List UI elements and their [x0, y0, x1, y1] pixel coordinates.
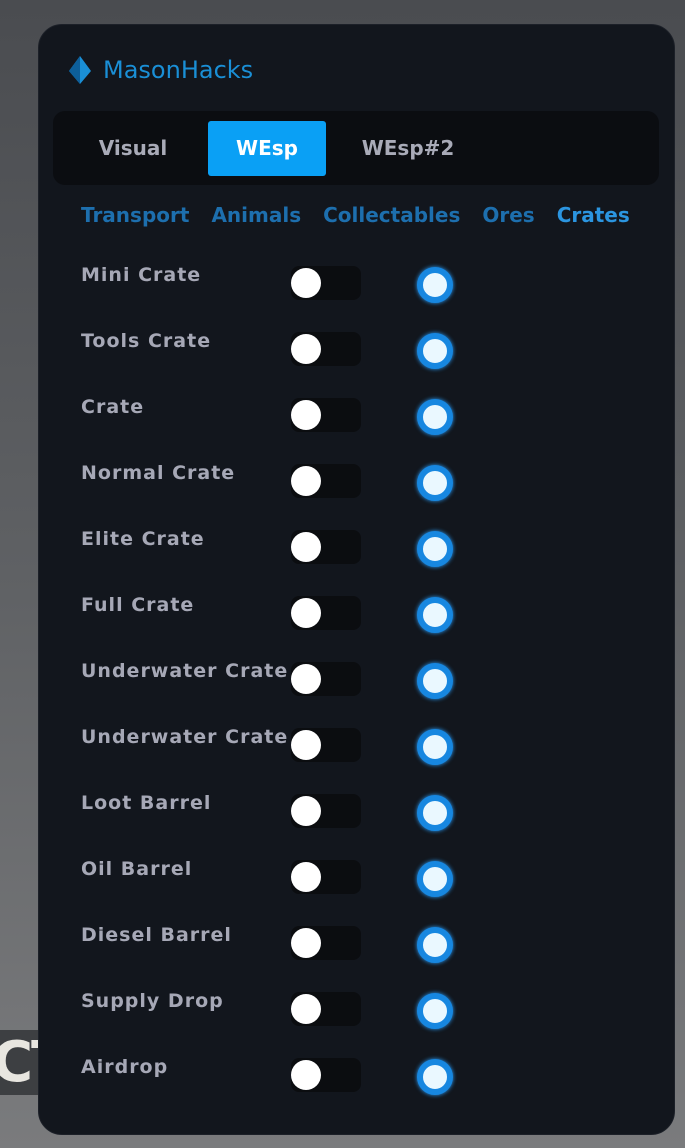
item-label: Airdrop — [81, 1056, 169, 1078]
list-item: Tools Crate — [81, 330, 501, 372]
color-radio[interactable] — [417, 1059, 453, 1095]
cheat-menu-panel: MasonHacks Visual WEsp WEsp#2 Transport … — [38, 24, 675, 1135]
list-item: Diesel Barrel — [81, 924, 501, 966]
tab-bar: Visual WEsp WEsp#2 — [53, 111, 659, 185]
color-radio[interactable] — [417, 399, 453, 435]
toggle-knob[interactable] — [291, 664, 321, 694]
toggle-knob[interactable] — [291, 730, 321, 760]
item-label: Elite Crate — [81, 528, 205, 550]
brand: MasonHacks — [67, 55, 253, 85]
toggle-knob[interactable] — [291, 532, 321, 562]
toggle-knob[interactable] — [291, 994, 321, 1024]
toggle-knob[interactable] — [291, 796, 321, 826]
color-radio[interactable] — [417, 333, 453, 369]
color-radio[interactable] — [417, 267, 453, 303]
app-title: MasonHacks — [103, 56, 254, 84]
subtab-transport[interactable]: Transport — [81, 203, 190, 227]
color-radio[interactable] — [417, 795, 453, 831]
subtab-collectables[interactable]: Collectables — [323, 203, 461, 227]
toggle-knob[interactable] — [291, 862, 321, 892]
tab-wesp[interactable]: WEsp — [208, 121, 326, 176]
toggle-knob[interactable] — [291, 268, 321, 298]
tab-visual[interactable]: Visual — [98, 136, 168, 160]
toggle-knob[interactable] — [291, 334, 321, 364]
list-item: Full Crate — [81, 594, 501, 636]
item-label: Normal Crate — [81, 462, 236, 484]
subtab-ores[interactable]: Ores — [482, 203, 535, 227]
color-radio[interactable] — [417, 729, 453, 765]
list-item: Elite Crate — [81, 528, 501, 570]
subtab-animals[interactable]: Animals — [211, 203, 302, 227]
subtab-bar: Transport Animals Collectables Ores Crat… — [81, 203, 630, 227]
list-item: Airdrop — [81, 1056, 501, 1098]
item-label: Tools Crate — [81, 330, 212, 352]
toggle-knob[interactable] — [291, 928, 321, 958]
item-label: Oil Barrel — [81, 858, 193, 880]
toggle-knob[interactable] — [291, 466, 321, 496]
list-item: Underwater Crate — [81, 660, 501, 702]
tab-wesp2[interactable]: WEsp#2 — [361, 136, 455, 160]
color-radio[interactable] — [417, 993, 453, 1029]
item-label: Underwater Crate — [81, 660, 289, 682]
item-label: Supply Drop — [81, 990, 224, 1012]
list-item: Normal Crate — [81, 462, 501, 504]
item-label: Loot Barrel — [81, 792, 212, 814]
subtab-crates[interactable]: Crates — [556, 203, 630, 227]
diamond-logo-icon — [69, 56, 91, 84]
item-label: Mini Crate — [81, 264, 202, 286]
color-radio[interactable] — [417, 861, 453, 897]
color-radio[interactable] — [417, 927, 453, 963]
list-item: Supply Drop — [81, 990, 501, 1032]
toggle-knob[interactable] — [291, 400, 321, 430]
toggle-knob[interactable] — [291, 598, 321, 628]
item-label: Full Crate — [81, 594, 195, 616]
color-radio[interactable] — [417, 531, 453, 567]
list-item: Mini Crate — [81, 264, 501, 306]
color-radio[interactable] — [417, 465, 453, 501]
list-item: Oil Barrel — [81, 858, 501, 900]
list-item: Underwater Crate — [81, 726, 501, 768]
item-label: Diesel Barrel — [81, 924, 232, 946]
color-radio[interactable] — [417, 663, 453, 699]
list-item: Crate — [81, 396, 501, 438]
list-item: Loot Barrel — [81, 792, 501, 834]
color-radio[interactable] — [417, 597, 453, 633]
toggle-knob[interactable] — [291, 1060, 321, 1090]
item-label: Underwater Crate — [81, 726, 289, 748]
item-label: Crate — [81, 396, 145, 418]
